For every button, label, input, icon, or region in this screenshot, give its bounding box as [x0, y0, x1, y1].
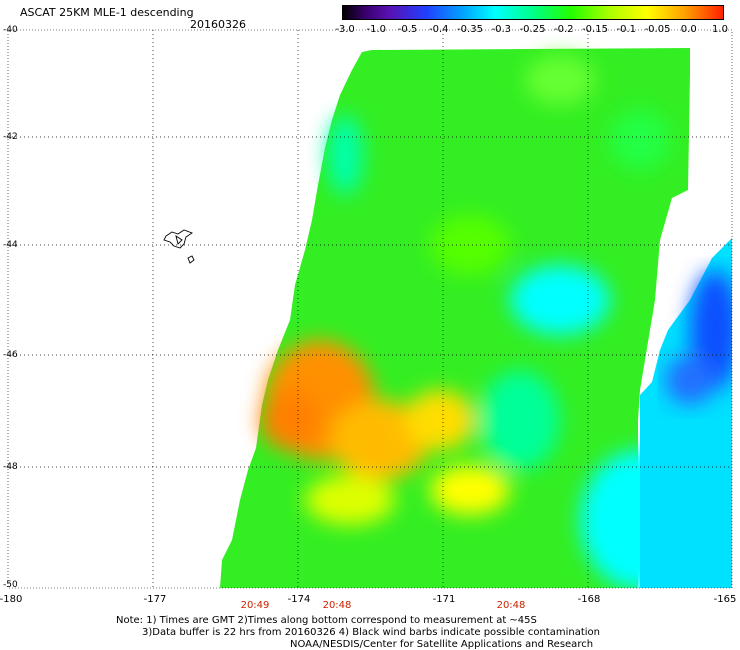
lat-label: -42: [3, 132, 18, 142]
lat-label: -50: [3, 580, 18, 590]
colorbar: [342, 5, 724, 20]
swath-data: [220, 48, 732, 588]
lon-label: -168: [577, 594, 601, 605]
note-line-2: 3)Data buffer is 22 hrs from 20160326 4)…: [142, 627, 600, 638]
grid-lines: [8, 30, 732, 588]
lat-label: -46: [3, 350, 18, 360]
plot-frame: [7, 29, 733, 589]
lon-label: -180: [0, 594, 23, 605]
lat-label: -44: [3, 240, 18, 250]
note-line-3: NOAA/NESDIS/Center for Satellite Applica…: [290, 639, 594, 650]
note-line-1: Note: 1) Times are GMT 2)Times along bot…: [116, 615, 537, 626]
colorbar-tick-label: 1.0: [712, 24, 728, 35]
colorbar-tick-label: -0.15: [582, 24, 608, 35]
colorbar-tick-label: -0.3: [491, 24, 512, 35]
lon-label: -177: [143, 594, 167, 605]
time-label: 20:49: [240, 600, 270, 611]
colorbar-tick-label: 0.0: [680, 24, 697, 35]
colorbar-tick-label: -0.1: [616, 24, 637, 35]
colorbar-tick-label: -0.4: [428, 24, 449, 35]
colorbar-tick-label: -3.0: [335, 24, 355, 35]
colorbar-tick-label: -0.5: [397, 24, 418, 35]
lon-label: -165: [713, 594, 737, 605]
colorbar-tick-label: -0.25: [519, 24, 546, 35]
lat-label: -48: [3, 462, 18, 472]
lon-label: -171: [432, 594, 456, 605]
chart-date: 20160326: [190, 18, 246, 31]
colorbar-tick-label: -0.35: [457, 24, 483, 35]
time-label: 20:48: [496, 600, 526, 611]
lat-label: -40: [3, 25, 18, 35]
colorbar-tick-label: -1.0: [366, 24, 387, 35]
time-label: 20:48: [322, 600, 352, 611]
colorbar-tick-label: -0.2: [553, 24, 574, 35]
chart-title: ASCAT 25KM MLE-1 descending: [20, 6, 194, 19]
chatham-islands: [163, 229, 195, 264]
colorbar-tick-label: -0.05: [644, 24, 671, 35]
lon-label: -174: [287, 594, 311, 605]
